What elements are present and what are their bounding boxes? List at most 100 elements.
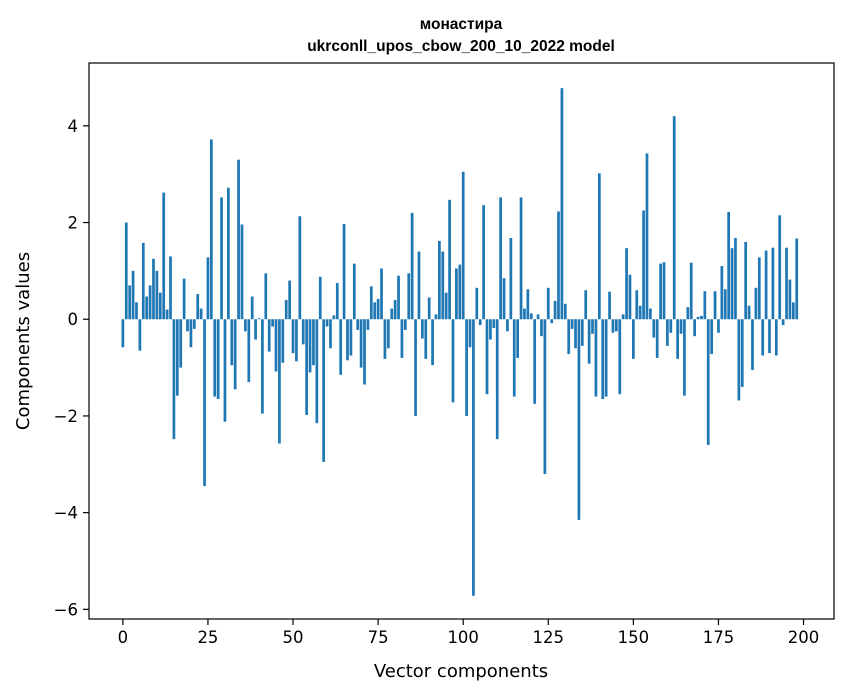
bar-19 xyxy=(186,319,189,332)
bar-40 xyxy=(257,318,261,320)
bar-196 xyxy=(788,279,792,320)
bar-68 xyxy=(352,263,356,320)
bar-16 xyxy=(175,319,179,396)
bar-98 xyxy=(455,268,458,320)
y-tick-label: 0 xyxy=(68,310,79,329)
bar-165 xyxy=(683,319,686,396)
bar-119 xyxy=(526,289,530,320)
bar-95 xyxy=(444,292,448,320)
bar-33 xyxy=(233,319,237,390)
bar-194 xyxy=(781,319,785,326)
bar-138 xyxy=(591,319,594,334)
x-tick-label: 200 xyxy=(788,628,820,647)
bar-153 xyxy=(642,210,645,320)
bar-80 xyxy=(393,299,397,320)
bar-5 xyxy=(138,319,142,351)
bar-117 xyxy=(519,197,523,320)
bar-20 xyxy=(189,319,193,348)
bar-126 xyxy=(550,319,554,324)
bar-169 xyxy=(696,316,700,320)
bar-134 xyxy=(577,319,581,520)
bar-130 xyxy=(563,303,567,320)
bar-175 xyxy=(717,319,720,333)
x-tick-label: 125 xyxy=(533,628,565,647)
bar-21 xyxy=(192,319,196,329)
x-tick-label: 100 xyxy=(447,628,479,647)
bar-136 xyxy=(584,290,588,320)
bar-22 xyxy=(196,294,200,320)
bar-9 xyxy=(152,258,155,320)
bar-55 xyxy=(308,319,312,373)
x-tick-label: 0 xyxy=(118,628,129,647)
bar-185 xyxy=(751,319,754,371)
bar-79 xyxy=(390,308,394,320)
y-tick-label: −6 xyxy=(54,600,78,619)
bar-27 xyxy=(213,319,217,397)
bar-50 xyxy=(291,319,295,354)
bar-24 xyxy=(203,319,206,487)
bar-26 xyxy=(209,139,213,320)
bar-44 xyxy=(271,319,274,327)
bar-60 xyxy=(325,319,329,327)
bar-43 xyxy=(267,319,271,352)
bar-184 xyxy=(747,305,751,320)
y-tick-label: −2 xyxy=(54,407,78,426)
bar-54 xyxy=(305,319,308,415)
bar-6 xyxy=(141,242,145,320)
bar-48 xyxy=(284,299,288,320)
y-axis-label: Components values xyxy=(13,252,34,430)
x-tick-label: 75 xyxy=(368,628,389,647)
bar-75 xyxy=(376,298,380,320)
bar-41 xyxy=(261,319,264,414)
bar-132 xyxy=(570,319,574,329)
bar-171 xyxy=(703,291,707,320)
bar-105 xyxy=(478,319,482,326)
bar-11 xyxy=(158,292,162,320)
bar-129 xyxy=(560,88,564,320)
bar-103 xyxy=(472,319,475,596)
bar-193 xyxy=(778,215,782,320)
bar-30 xyxy=(223,319,227,422)
bar-53 xyxy=(301,319,305,345)
bar-116 xyxy=(516,319,520,358)
bar-166 xyxy=(686,307,690,320)
bar-35 xyxy=(240,224,244,320)
bar-99 xyxy=(458,264,462,320)
bar-29 xyxy=(220,197,223,320)
bar-8 xyxy=(148,285,152,320)
bar-135 xyxy=(580,319,584,346)
bar-45 xyxy=(274,319,278,372)
bar-180 xyxy=(734,238,737,320)
chart-subtitle: ukrconll_upos_cbow_200_10_2022 model xyxy=(307,38,615,55)
bar-157 xyxy=(655,319,659,358)
bar-36 xyxy=(244,319,247,332)
bar-197 xyxy=(791,302,795,320)
bar-7 xyxy=(145,296,149,320)
bar-149 xyxy=(628,274,632,320)
bar-82 xyxy=(400,319,404,358)
bar-65 xyxy=(342,224,346,320)
bar-38 xyxy=(250,296,254,320)
bar-164 xyxy=(679,319,683,334)
bar-133 xyxy=(574,319,577,349)
bar-191 xyxy=(771,247,775,320)
chart-title: монастира xyxy=(420,16,503,33)
bar-47 xyxy=(281,319,285,363)
bar-192 xyxy=(774,319,778,356)
bar-12 xyxy=(162,192,166,320)
bar-110 xyxy=(495,319,499,440)
bar-78 xyxy=(386,319,390,349)
bar-93 xyxy=(438,240,441,320)
bar-3 xyxy=(131,270,135,320)
bar-88 xyxy=(421,319,424,339)
bar-189 xyxy=(764,250,768,320)
bar-140 xyxy=(597,173,601,320)
bar-128 xyxy=(557,211,560,320)
bar-77 xyxy=(383,319,387,359)
bar-158 xyxy=(659,263,662,320)
bar-86 xyxy=(414,319,417,416)
bar-72 xyxy=(366,319,370,330)
bar-167 xyxy=(689,262,693,320)
bar-114 xyxy=(509,238,513,320)
